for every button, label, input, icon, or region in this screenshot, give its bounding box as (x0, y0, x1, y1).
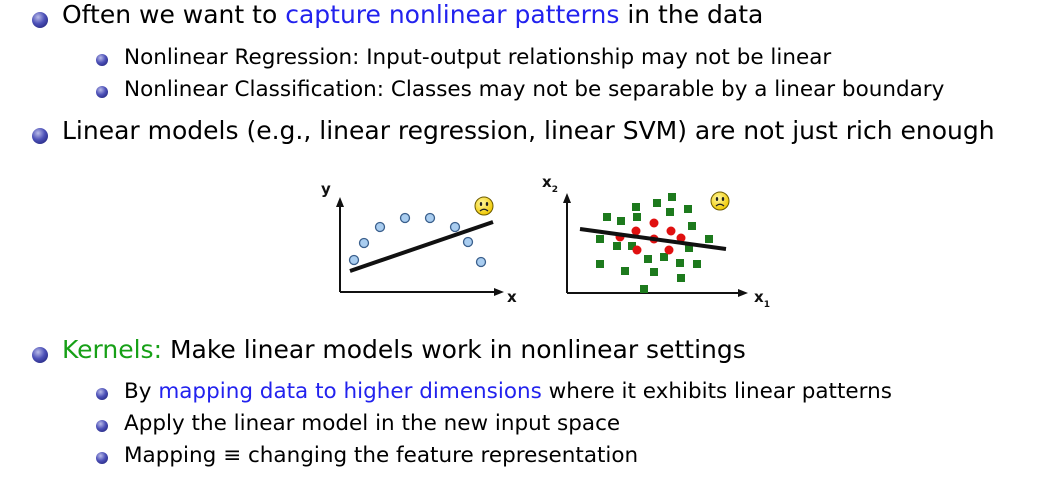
highlight-text: Kernels: (62, 335, 162, 364)
y-axis-label: y (321, 180, 331, 198)
class-a-point (596, 260, 604, 268)
x-axis-label: x (507, 288, 517, 306)
highlight-text: capture nonlinear patterns (285, 0, 620, 29)
class-a-point (705, 235, 713, 243)
classification-figure: x2 x1 (542, 173, 770, 310)
bullet-marker (96, 54, 108, 66)
class-a-points (596, 193, 713, 293)
data-point (374, 221, 386, 233)
subbullet-mapping-feature: Mapping ≡ changing the feature represent… (124, 443, 638, 468)
data-point (399, 212, 411, 224)
subbullet-nonlinear-regression: Nonlinear Regression: Input-output relat… (124, 45, 831, 70)
sad-face-icon (474, 196, 494, 216)
class-a-point (666, 208, 674, 216)
data-point (348, 254, 360, 266)
bullet-text: Mapping ≡ changing the feature represent… (124, 443, 639, 468)
linear-fit-line (349, 220, 494, 273)
bullet-capture-nonlinear: Often we want to capture nonlinear patte… (62, 0, 763, 29)
bullet-text: where it exhibits linear patterns (541, 379, 892, 404)
class-a-point (685, 244, 693, 252)
class-a-point (653, 199, 661, 207)
x-axis-arrow (738, 289, 748, 297)
bullet-text: Nonlinear Classification: Classes may no… (124, 77, 945, 102)
bullet-text: By (124, 379, 159, 404)
class-a-point (693, 260, 701, 268)
class-b-point (649, 218, 659, 228)
y-axis-arrow (563, 193, 571, 203)
data-point (449, 221, 461, 233)
class-b-point (664, 245, 674, 255)
class-a-point (677, 274, 685, 282)
class-a-point (632, 203, 640, 211)
class-b-point (676, 233, 686, 243)
data-point (462, 236, 474, 248)
bullet-marker (96, 388, 108, 400)
y-axis-label: x2 (542, 173, 558, 195)
sad-face-icon (710, 191, 730, 211)
x-axis-arrow (494, 288, 504, 296)
highlight-text: mapping data to higher dimensions (158, 379, 542, 404)
class-a-point (603, 213, 611, 221)
class-a-point (617, 217, 625, 225)
class-a-point (628, 242, 636, 250)
bullet-text: in the data (619, 0, 764, 29)
bullet-linear-models: Linear models (e.g., linear regression, … (62, 116, 995, 145)
class-a-point (644, 255, 652, 263)
linear-boundary-line (579, 227, 727, 251)
regression-figure: y x (321, 180, 517, 306)
class-b-point (666, 226, 676, 236)
bullet-kernels: Kernels: Make linear models work in nonl… (62, 335, 746, 364)
class-a-point (660, 253, 668, 261)
data-point (424, 212, 436, 224)
bullet-text: Nonlinear Regression: Input-output relat… (124, 45, 832, 70)
class-b-point (631, 226, 641, 236)
bullet-text: Often we want to (62, 0, 286, 29)
bullet-marker (96, 452, 108, 464)
x-axis-label: x1 (754, 288, 770, 310)
bullet-text: Make linear models work in nonlinear set… (162, 335, 746, 364)
bullet-text: Apply the linear model in the new input … (124, 411, 621, 436)
class-a-point (613, 242, 621, 250)
class-a-point (633, 213, 641, 221)
subbullet-nonlinear-classification: Nonlinear Classification: Classes may no… (124, 77, 944, 102)
class-a-point (650, 268, 658, 276)
class-a-point (640, 285, 648, 293)
class-a-point (596, 235, 604, 243)
class-a-point (688, 222, 696, 230)
class-a-point (621, 267, 629, 275)
data-points (348, 212, 487, 268)
bullet-text: Linear models (e.g., linear regression, … (62, 116, 995, 145)
class-b-point (632, 245, 642, 255)
bullet-marker (32, 347, 48, 363)
class-a-point (676, 259, 684, 267)
class-a-point (684, 205, 692, 213)
y-axis-arrow (336, 197, 344, 207)
bullet-marker (96, 86, 108, 98)
data-point (358, 237, 370, 249)
subbullet-apply-linear-model: Apply the linear model in the new input … (124, 411, 620, 436)
data-point (475, 256, 487, 268)
subbullet-mapping-data: By mapping data to higher dimensions whe… (124, 379, 892, 404)
bullet-marker (32, 128, 48, 144)
class-b-points (615, 218, 686, 255)
bullet-marker (96, 420, 108, 432)
bullet-marker (32, 12, 48, 28)
class-a-point (668, 193, 676, 201)
